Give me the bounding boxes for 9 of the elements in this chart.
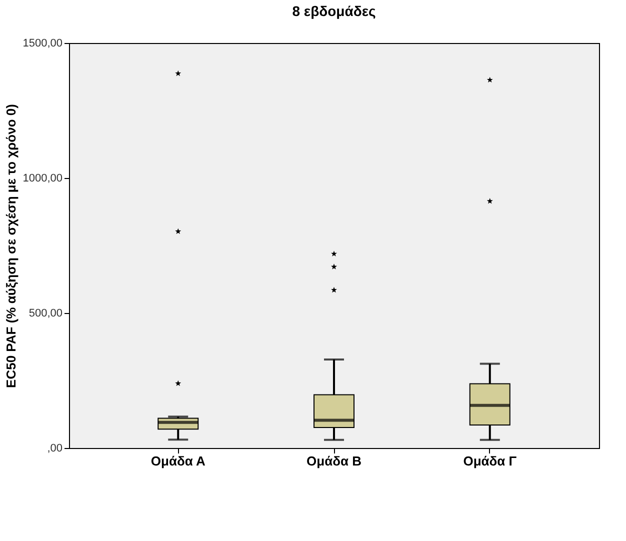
y-tick-label: 500,00 xyxy=(28,308,62,320)
y-tick-label: 1000,00 xyxy=(22,172,62,184)
x-tick-label: Ομάδα Β xyxy=(306,454,362,468)
x-tick-label: Ομάδα Γ xyxy=(463,454,517,468)
y-axis-title: EC50 PAF (% αύξηση σε σχέση με το χρόνο 0) xyxy=(4,104,19,388)
chart-title: 8 εβδομάδες xyxy=(292,3,376,19)
x-tick-label: Ομάδα Α xyxy=(150,454,206,468)
y-tick-label: ,00 xyxy=(47,442,62,454)
y-tick-label: 1500,00 xyxy=(22,38,62,50)
